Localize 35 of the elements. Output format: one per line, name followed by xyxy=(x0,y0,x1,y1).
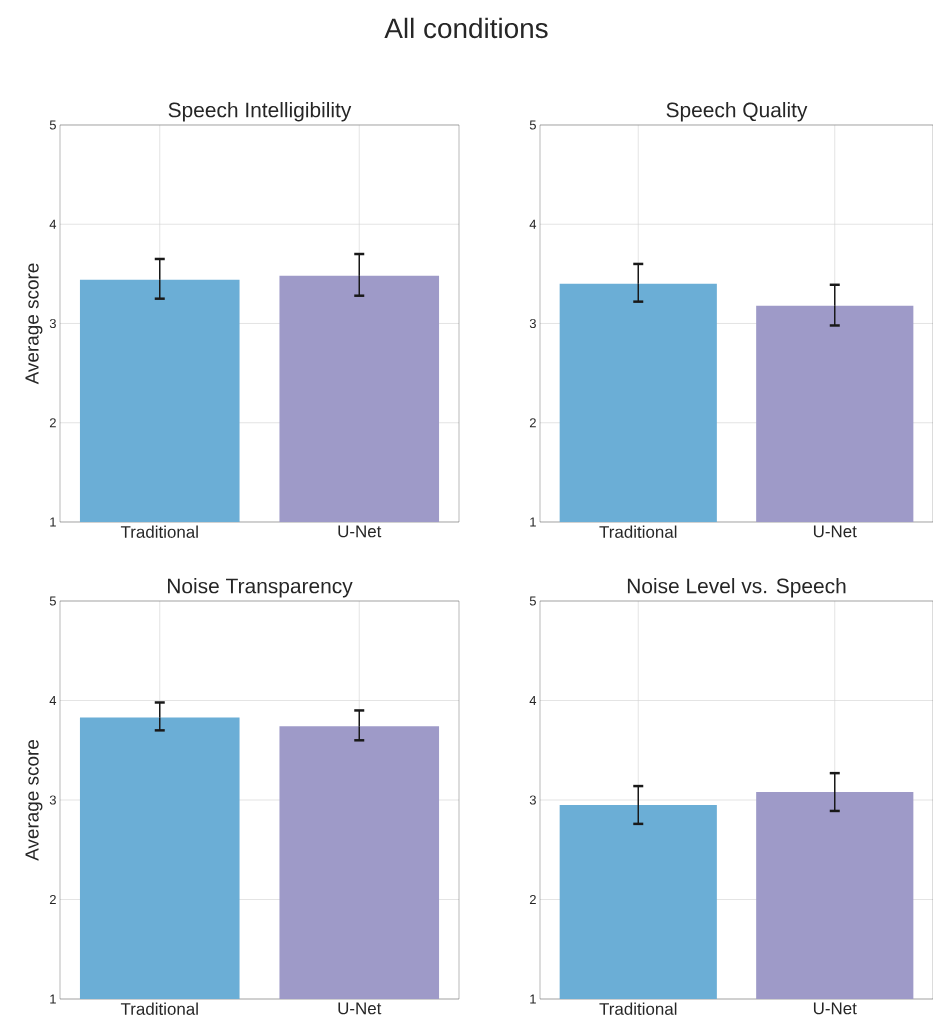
x-tick-label: Traditional xyxy=(120,525,198,538)
x-tick-label: U-Net xyxy=(338,525,382,538)
chart-title: Noise Transparency xyxy=(168,578,353,598)
y-tick-label: 1 xyxy=(530,517,536,527)
y-axis-title: Average score xyxy=(25,740,43,861)
x-tick-label: U-Net xyxy=(813,1002,857,1015)
chart-title: Noise Level vs. Speech xyxy=(627,578,846,598)
y-tick-label: 5 xyxy=(529,120,536,130)
y-axis-title: Average score xyxy=(25,263,43,385)
y-tick-label: 4 xyxy=(529,219,537,229)
text: All conditions xyxy=(384,17,548,39)
x-tick-label: Traditional xyxy=(120,1002,198,1015)
y-tick-label: 2 xyxy=(529,418,536,428)
x-tick-label: U-Net xyxy=(813,525,857,538)
y-tick-label: 2 xyxy=(49,894,56,905)
y-tick-label: 2 xyxy=(49,418,56,428)
y-tick-label: 3 xyxy=(49,318,56,329)
y-tick-label: 4 xyxy=(529,696,537,705)
y-tick-label: 3 xyxy=(49,795,56,805)
y-tick-label: 5 xyxy=(529,596,536,606)
y-tick-label: 1 xyxy=(530,994,536,1004)
y-tick-label: 5 xyxy=(49,120,56,130)
y-tick-label: 2 xyxy=(529,894,536,905)
x-tick-label: Traditional xyxy=(599,525,677,538)
x-tick-label: U-Net xyxy=(338,1002,382,1015)
y-tick-label: 5 xyxy=(49,596,56,606)
y-tick-label: 1 xyxy=(50,994,56,1004)
y-tick-label: 4 xyxy=(49,219,57,229)
chart-title: Speech Intelligibility xyxy=(168,102,352,122)
chart-title: Speech Quality xyxy=(666,102,808,122)
x-tick-label: Traditional xyxy=(599,1002,677,1015)
y-tick-label: 3 xyxy=(529,318,536,329)
y-tick-label: 1 xyxy=(50,517,56,527)
y-tick-label: 3 xyxy=(529,795,536,805)
y-tick-label: 4 xyxy=(49,696,57,705)
